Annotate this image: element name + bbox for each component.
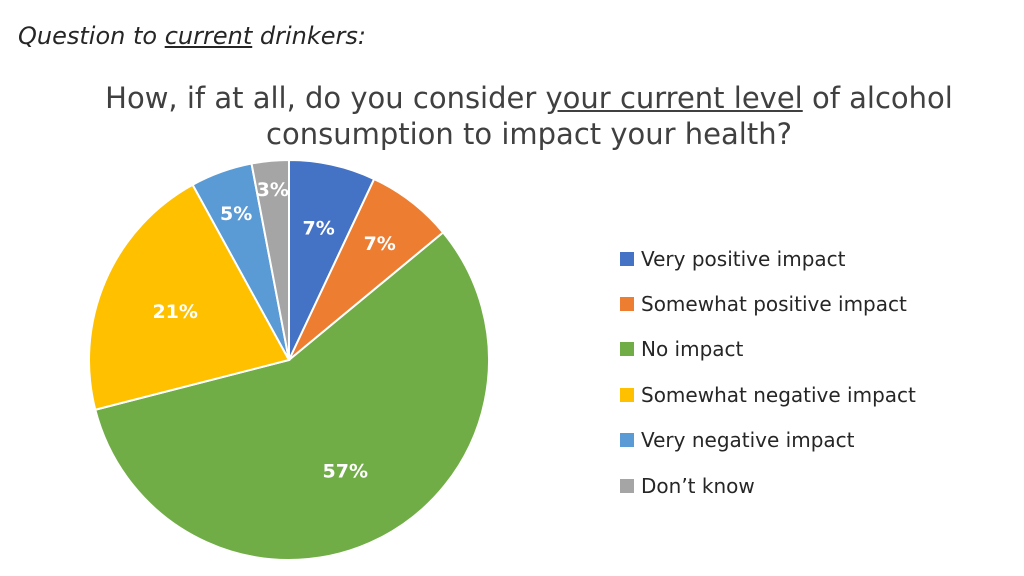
slice-data-label: 7%: [364, 233, 396, 255]
legend-swatch: [620, 251, 634, 266]
legend-swatch: [620, 478, 634, 493]
legend-label: Very positive impact: [641, 246, 846, 271]
legend-swatch: [620, 433, 634, 448]
legend-label: Don’t know: [641, 473, 755, 498]
slice-data-label: 21%: [152, 301, 197, 323]
legend-item: Somewhat negative impact: [620, 372, 1010, 417]
question-prefix: Question to: [18, 22, 165, 50]
slice-data-label: 57%: [323, 460, 368, 482]
legend-swatch: [620, 387, 634, 402]
legend-item: Very negative impact: [620, 418, 1010, 463]
legend-swatch: [620, 297, 634, 312]
chart-title-part2: of alcohol consumption to impact your he…: [266, 81, 953, 151]
slice-data-label: 5%: [220, 203, 252, 225]
chart-legend: Very positive impact Somewhat positive im…: [620, 236, 1010, 508]
legend-label: Very negative impact: [641, 428, 855, 453]
legend-label: Somewhat positive impact: [641, 292, 907, 317]
question-emphasis: current: [164, 22, 253, 50]
chart-title: How, if at all, do you consider your cur…: [104, 80, 954, 152]
legend-label: Somewhat negative impact: [641, 382, 916, 407]
question-audience-note: Question to current drinkers:: [18, 22, 366, 50]
pie-slice: [88, 183, 291, 411]
legend-item: Somewhat positive impact: [620, 281, 1010, 326]
question-suffix: drinkers:: [252, 22, 366, 50]
legend-swatch: [620, 342, 634, 357]
slice-data-label: 7%: [303, 217, 335, 239]
pie-slice: [250, 158, 290, 361]
chart-title-emphasis: your current level: [545, 81, 803, 115]
legend-label: No impact: [641, 337, 744, 362]
legend-item: Very positive impact: [620, 236, 1010, 281]
pie-slice: [94, 231, 490, 561]
chart-title-part1: How, if at all, do you consider: [105, 81, 546, 115]
legend-item: No impact: [620, 327, 1010, 372]
slice-data-label: 3%: [257, 179, 289, 201]
legend-item: Don’t know: [620, 463, 1010, 508]
